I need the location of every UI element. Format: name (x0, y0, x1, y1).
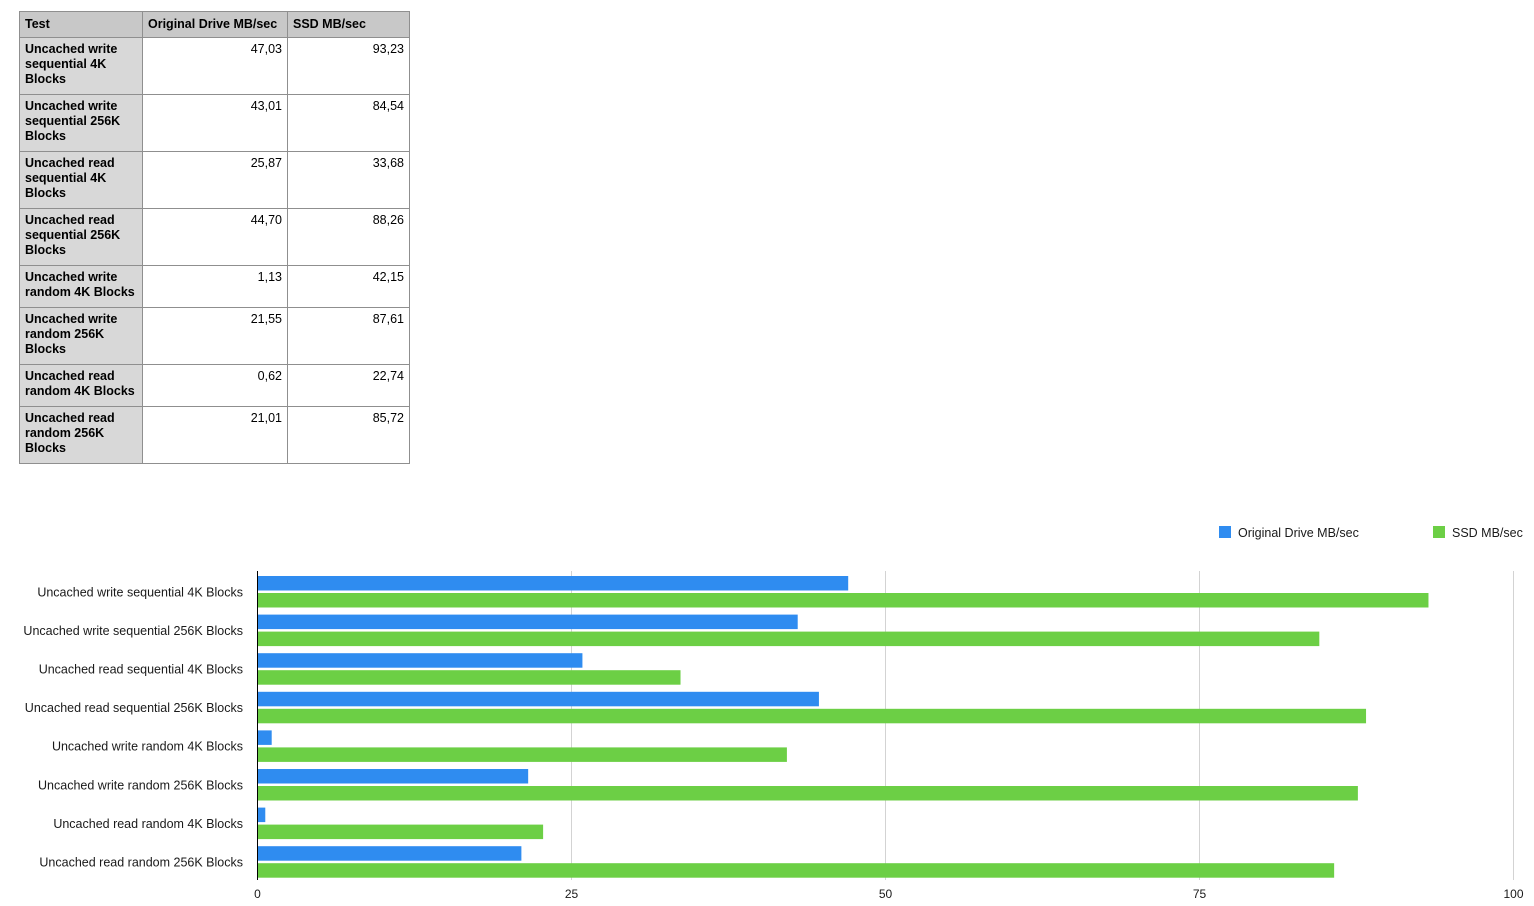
test-name-cell: Uncached read random 256K Blocks (19, 406, 143, 464)
original-drive-value: 21,55 (142, 307, 288, 365)
test-name-line: random 4K Blocks (25, 285, 135, 299)
test-name-line: Blocks (25, 186, 66, 200)
table-row: Uncached write sequential 256K Blocks 43,01… (19, 94, 410, 152)
test-name-line: Uncached read (25, 213, 115, 227)
test-name-line: Uncached write (25, 99, 118, 113)
bar-original-drive (257, 769, 529, 784)
table-body: Uncached write sequential 4K Blocks 47,03 93… (19, 37, 410, 464)
test-name-line: Uncached read (25, 369, 115, 383)
bars-layer (257, 576, 1429, 878)
test-name-line: Blocks (25, 243, 66, 257)
ssd-value: 88,26 (287, 208, 410, 266)
bar-ssd (257, 670, 681, 685)
test-name-cell: Uncached write random 4K Blocks (19, 265, 143, 308)
test-name-cell: Uncached write random 256K Blocks (19, 307, 143, 365)
table-row: Uncached write random 4K Blocks 1,13 42,15 (19, 265, 410, 308)
ssd-value: 22,74 (287, 364, 410, 407)
test-name-cell: Uncached read random 4K Blocks (19, 364, 143, 407)
test-name-line: random 4K Blocks (25, 384, 135, 398)
table-row: Uncached write random 256K Blocks 21,55 87,6… (19, 307, 410, 365)
test-name-line: Uncached write (25, 312, 118, 326)
test-name-line: Uncached write (25, 270, 118, 284)
original-drive-value: 44,70 (142, 208, 288, 266)
test-name-cell: Uncached read sequential 256K Blocks (19, 208, 143, 266)
original-drive-value: 43,01 (142, 94, 288, 152)
legend: Original Drive MB/sec SSD MB/sec (1219, 526, 1523, 540)
x-tick-label: 25 (565, 887, 579, 901)
bar-original-drive (257, 614, 798, 630)
test-name-line: Blocks (25, 129, 66, 143)
bar-ssd (257, 631, 1320, 647)
table-row: Uncached read sequential 4K Blocks 25,87 33,… (19, 151, 410, 209)
test-name-line: sequential 4K (25, 171, 107, 185)
table-row: Uncached read random 4K Blocks 0,62 22,74 (19, 364, 410, 407)
category-labels: Uncached write sequential 4K Blocks Uncac… (23, 585, 243, 869)
x-tick-labels: 0 25 50 75 100 (254, 887, 1524, 901)
test-name-cell: Uncached read sequential 4K Blocks (19, 151, 143, 209)
ssd-value: 84,54 (287, 94, 410, 152)
category-label: Uncached read sequential 256K Blocks (25, 701, 243, 715)
table-header-row: Test Original Drive MB/sec SSD MB/sec (19, 11, 410, 38)
category-label: Uncached write random 4K Blocks (52, 740, 243, 754)
x-tick-label: 50 (879, 887, 893, 901)
test-name-line: Uncached read (25, 156, 115, 170)
test-name-line: Blocks (25, 342, 66, 356)
test-name-line: Uncached write (25, 42, 118, 56)
test-name-cell: Uncached write sequential 256K Blocks (19, 94, 143, 152)
bar-ssd (257, 747, 787, 762)
test-name-line: Blocks (25, 441, 66, 455)
test-name-line: sequential 4K (25, 57, 107, 71)
bar-ssd (257, 593, 1429, 608)
category-label: Uncached read random 4K Blocks (53, 817, 243, 831)
table-row: Uncached read sequential 256K Blocks 44,70 8… (19, 208, 410, 266)
bar-original-drive (257, 576, 849, 591)
bar-original-drive (257, 730, 272, 745)
bar-ssd (257, 824, 544, 840)
legend-item: SSD MB/sec (1433, 526, 1523, 540)
original-drive-value: 1,13 (142, 265, 288, 308)
ssd-value: 33,68 (287, 151, 410, 209)
test-name-line: random 256K (25, 426, 105, 440)
original-drive-value: 0,62 (142, 364, 288, 407)
table-row: Uncached write sequential 4K Blocks 47,03 93… (19, 37, 410, 95)
original-drive-value: 47,03 (142, 37, 288, 95)
legend-swatch (1433, 526, 1445, 538)
category-label: Uncached write sequential 256K Blocks (23, 624, 243, 638)
bar-ssd (257, 708, 1367, 724)
test-name-line: Uncached read (25, 411, 115, 425)
test-name-line: sequential 256K (25, 228, 121, 242)
category-label: Uncached read sequential 4K Blocks (39, 662, 243, 676)
ssd-value: 93,23 (287, 37, 410, 95)
category-label: Uncached write sequential 4K Blocks (37, 585, 243, 599)
category-label: Uncached write random 256K Blocks (38, 778, 243, 792)
bar-original-drive (257, 807, 266, 823)
x-tick-label: 0 (254, 887, 261, 901)
header-test: Test (19, 11, 143, 38)
original-drive-value: 25,87 (142, 151, 288, 209)
legend-label: Original Drive MB/sec (1238, 526, 1359, 540)
bar-ssd (257, 786, 1358, 801)
table-row: Uncached read random 256K Blocks 21,01 85,72 (19, 406, 410, 464)
category-label: Uncached read random 256K Blocks (39, 855, 243, 869)
original-drive-value: 21,01 (142, 406, 288, 464)
legend-item: Original Drive MB/sec (1219, 526, 1359, 540)
ssd-value: 87,61 (287, 307, 410, 365)
test-name-line: Blocks (25, 72, 66, 86)
test-name-line: sequential 256K (25, 114, 121, 128)
test-name-line: random 256K (25, 327, 105, 341)
ssd-value: 42,15 (287, 265, 410, 308)
bar-original-drive (257, 846, 522, 861)
x-tick-label: 100 (1503, 887, 1523, 901)
legend-label: SSD MB/sec (1452, 526, 1523, 540)
bar-original-drive (257, 691, 819, 707)
ssd-value: 85,72 (287, 406, 410, 464)
x-tick-label: 75 (1193, 887, 1207, 901)
bar-ssd (257, 863, 1335, 878)
test-name-cell: Uncached write sequential 4K Blocks (19, 37, 143, 95)
legend-swatch (1219, 526, 1231, 538)
bar-original-drive (257, 653, 583, 668)
data-table: Test Original Drive MB/sec SSD MB/sec Un… (19, 11, 410, 464)
